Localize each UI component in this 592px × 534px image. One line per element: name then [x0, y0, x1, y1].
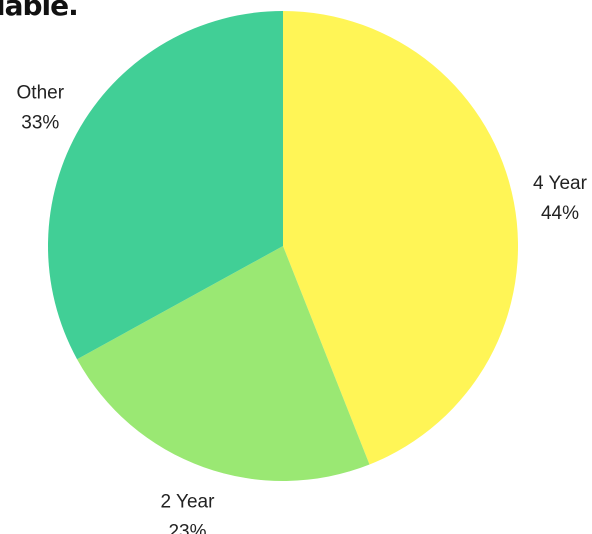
pie-slice-other: [48, 11, 283, 360]
pie-slice-4-year: [283, 11, 519, 465]
slice-percent-2-year: 23%: [168, 521, 206, 534]
clipped-heading: lable.: [0, 0, 79, 22]
slice-label-2-year: 2 Year: [161, 491, 216, 512]
slice-label-other: Other: [17, 83, 65, 104]
pie-labels: 4 Year 44% 2 Year 23% Other 33%: [17, 83, 588, 534]
pie-slices: [48, 11, 519, 482]
pie-slice-2-year: [77, 246, 370, 482]
slice-percent-other: 33%: [21, 113, 59, 134]
slice-percent-4-year: 44%: [541, 203, 579, 224]
slice-label-4-year: 4 Year: [533, 173, 588, 194]
